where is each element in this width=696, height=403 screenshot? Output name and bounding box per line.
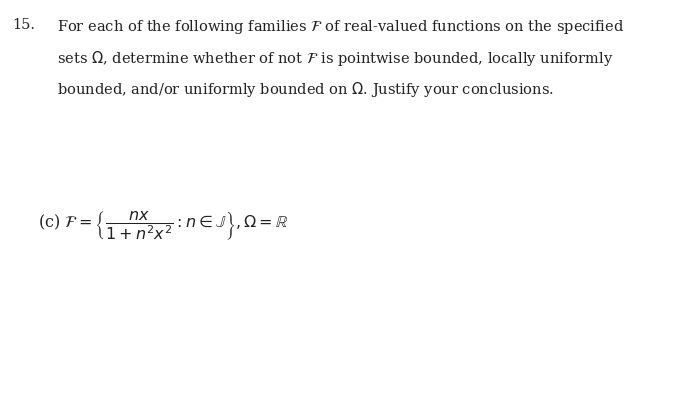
Text: bounded, and/or uniformly bounded on $\Omega$. Justify your conclusions.: bounded, and/or uniformly bounded on $\O… <box>57 80 554 99</box>
Text: For each of the following families $\mathcal{F}$ of real-valued functions on the: For each of the following families $\mat… <box>57 18 624 36</box>
Text: sets $\Omega$, determine whether of not $\mathcal{F}$ is pointwise bounded, loca: sets $\Omega$, determine whether of not … <box>57 49 613 68</box>
Text: 15.: 15. <box>13 18 35 32</box>
Text: (c) $\mathcal{F} = \left\{\dfrac{nx}{1+n^2x^2} : n \in \mathbb{J}\right\}, \Omeg: (c) $\mathcal{F} = \left\{\dfrac{nx}{1+n… <box>38 209 289 242</box>
